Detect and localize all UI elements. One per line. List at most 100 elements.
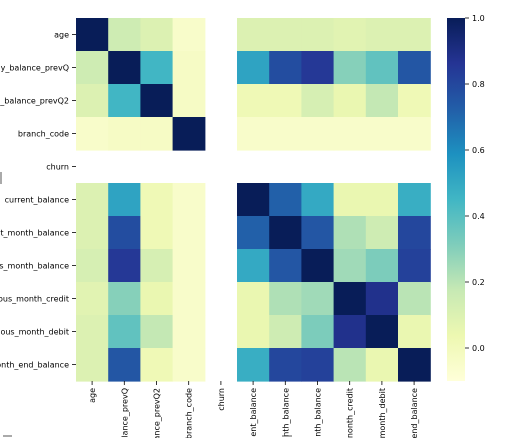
heatmap-cell xyxy=(333,51,367,85)
heatmap-cell xyxy=(172,183,206,217)
heatmap-cell xyxy=(76,117,109,151)
heatmap-cell xyxy=(108,315,141,349)
colorbar-gradient xyxy=(447,18,465,381)
heatmap-cell xyxy=(76,183,109,217)
heatmap-cell xyxy=(333,183,367,217)
heatmap-cell xyxy=(269,249,302,283)
row-label: branch_code xyxy=(18,130,69,139)
heatmap-cell xyxy=(333,249,367,283)
heatmap-cell xyxy=(398,348,431,382)
heatmap-cell xyxy=(365,249,399,283)
heatmap-cell xyxy=(76,249,109,283)
heatmap-cell xyxy=(301,348,335,382)
heatmap-cell xyxy=(172,348,206,382)
column-label: month_debit xyxy=(378,388,387,438)
heatmap-cell xyxy=(398,249,431,283)
heatmap-cell xyxy=(108,84,141,118)
heatmap-cell xyxy=(172,282,206,316)
row-labels: age nly_balance_prevQ y_balance_prevQ2bran… xyxy=(0,31,76,370)
heatmap-cell xyxy=(398,117,431,151)
heatmap-cell xyxy=(301,51,335,85)
heatmap-cell xyxy=(76,84,109,118)
heatmap-cell xyxy=(269,183,302,217)
heatmap-cell xyxy=(172,315,206,349)
heatmap-cell xyxy=(365,315,399,349)
heatmap-cell xyxy=(269,84,302,118)
heatmap-cell xyxy=(76,51,109,85)
column-labels: age lance_prevQ ance_prevQ2 branch_code chur… xyxy=(88,381,419,441)
row-label: churn xyxy=(46,163,69,172)
heatmap-cell xyxy=(108,117,141,151)
heatmap-cell xyxy=(140,315,174,349)
heatmap-cell xyxy=(269,348,302,382)
colorbar-tick-label: 0.2 xyxy=(472,278,485,287)
heatmap-cell xyxy=(108,282,141,316)
heatmap-cell xyxy=(333,18,367,52)
heatmap-cell xyxy=(301,18,335,52)
column-label: nonth_credit xyxy=(346,388,355,438)
heatmap-cell xyxy=(76,18,109,52)
heatmap-cell xyxy=(172,84,206,118)
heatmap-cell xyxy=(365,183,399,217)
heatmap-cell xyxy=(237,249,270,283)
heatmap-cell xyxy=(333,84,367,118)
heatmap-cell xyxy=(76,216,109,250)
heatmap-cell xyxy=(269,18,302,52)
heatmap-cell xyxy=(108,348,141,382)
heatmap-cell xyxy=(365,84,399,118)
heatmap-cell xyxy=(172,216,206,250)
heatmap-cell xyxy=(301,183,335,217)
heatmap-cell xyxy=(333,348,367,382)
heatmap-cell xyxy=(237,282,270,316)
heatmap-cell xyxy=(140,249,174,283)
heatmap-cell xyxy=(398,282,431,316)
row-label: us_month_balance xyxy=(0,262,69,271)
column-label: nth_balance xyxy=(314,388,323,437)
heatmap-cell xyxy=(301,315,335,349)
colorbar-tick-label: 0.4 xyxy=(472,212,485,221)
heatmap-cell xyxy=(108,216,141,250)
heatmap-cell xyxy=(108,183,141,217)
heatmap-cell xyxy=(237,84,270,118)
heatmap-cell xyxy=(76,282,109,316)
heatmap-cell xyxy=(237,183,270,217)
heatmap-cell xyxy=(237,216,270,250)
heatmap-cell xyxy=(365,216,399,250)
heatmap-cell xyxy=(333,216,367,250)
heatmap-cells xyxy=(76,18,431,382)
heatmap-cell xyxy=(365,18,399,52)
colorbar-ticks: 1.0 0.8 0.6 0.4 0.2 0.0 xyxy=(465,14,485,353)
heatmap-cell xyxy=(301,117,335,151)
row-label: age xyxy=(54,31,69,40)
row-label: current_balance xyxy=(5,196,69,205)
colorbar-tick-label: 0.8 xyxy=(472,80,485,89)
column-label: churn xyxy=(217,388,226,411)
column-label: branch_code xyxy=(185,388,194,438)
heatmap-cell xyxy=(172,249,206,283)
heatmap-cell xyxy=(301,84,335,118)
heatmap-cell xyxy=(365,348,399,382)
heatmap-cell xyxy=(398,84,431,118)
heatmap-cell xyxy=(333,315,367,349)
heatmap-cell xyxy=(108,18,141,52)
colorbar-tick-label: 1.0 xyxy=(472,14,485,23)
row-label: onth_end_balance xyxy=(0,361,69,370)
heatmap-cell xyxy=(365,117,399,151)
colorbar-tick-label: 0.0 xyxy=(472,344,485,353)
heatmap-cell xyxy=(237,315,270,349)
column-label: end_balance xyxy=(410,388,419,438)
heatmap-cell xyxy=(237,117,270,151)
heatmap-cell xyxy=(172,18,206,52)
heatmap-cell xyxy=(269,117,302,151)
column-label: ent_balance xyxy=(249,388,258,437)
column-label: ance_prevQ2 xyxy=(153,388,162,438)
heatmap-cell xyxy=(108,51,141,85)
row-label: ious_month_credit xyxy=(0,295,69,304)
heatmap-cell xyxy=(140,216,174,250)
heatmap-cell xyxy=(140,348,174,382)
heatmap-cell xyxy=(140,282,174,316)
heatmap-cell xyxy=(237,18,270,52)
column-label: age xyxy=(88,388,97,403)
heatmap-cell xyxy=(398,315,431,349)
